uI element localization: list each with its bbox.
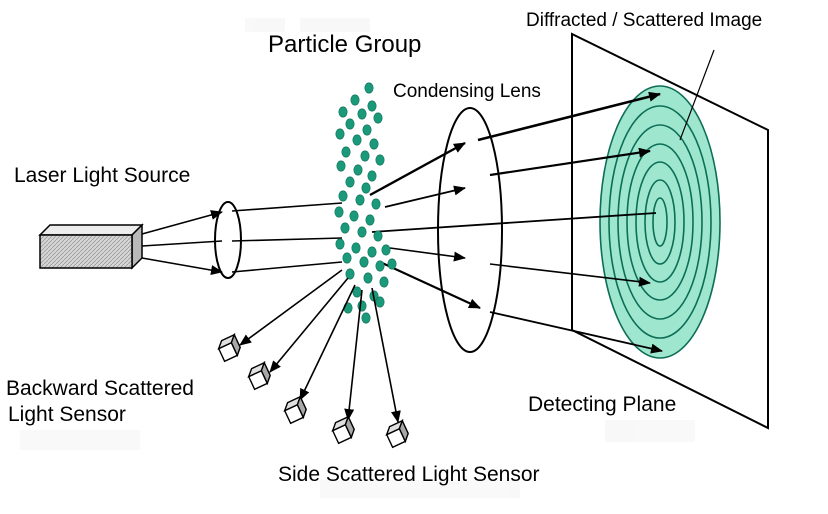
particle: [381, 244, 391, 256]
particle: [365, 214, 375, 226]
particle: [352, 134, 362, 146]
backward-sensor-cube-icon: [247, 360, 271, 391]
particle: [342, 252, 352, 264]
forward-scattered-rays: [369, 91, 663, 354]
particle: [357, 108, 367, 120]
particle: [364, 82, 374, 94]
laser-source-box-icon: [38, 223, 144, 270]
particle: [345, 268, 355, 280]
laser-source-label: Laser Light Source: [14, 164, 190, 187]
particle: [375, 260, 385, 272]
particle: [338, 190, 348, 202]
particle: [341, 146, 351, 158]
diffracted-image-label: Diffracted / Scattered Image: [526, 10, 762, 31]
detecting-plane-label: Detecting Plane: [528, 393, 676, 416]
particle: [367, 100, 377, 112]
condensing-lens-label: Condensing Lens: [393, 81, 541, 102]
particle: [350, 94, 360, 106]
backward-sensor-cube-icon: [217, 332, 241, 363]
backward-sensor-label-line2: Light Sensor: [8, 403, 126, 426]
particle: [355, 194, 365, 206]
background-artifacts: [20, 18, 695, 498]
side-sensor-cube-icon: [331, 414, 355, 445]
side-sensor-cube-icon: [283, 394, 307, 425]
side-sensor-label: Side Scattered Light Sensor: [278, 463, 540, 486]
particle: [361, 312, 371, 324]
particle: [351, 242, 361, 254]
particle: [361, 182, 371, 194]
condensing-lens: [437, 107, 503, 353]
particle: [379, 276, 389, 288]
particle-group: [334, 82, 397, 324]
particle: [353, 164, 363, 176]
particle: [369, 138, 379, 150]
diffraction-rings: [599, 85, 721, 359]
particle: [367, 246, 377, 258]
particle: [338, 106, 348, 118]
particle: [363, 272, 373, 284]
particle: [387, 258, 397, 270]
sensor-group: [217, 332, 409, 449]
particle: [360, 150, 370, 162]
backward-sensor-label-line1: Backward Scattered: [6, 377, 194, 400]
particle: [362, 124, 372, 136]
particle: [357, 226, 367, 238]
incident-rays: [141, 202, 343, 276]
particle-group-label: Particle Group: [268, 31, 421, 58]
particle: [367, 170, 377, 182]
particle: [349, 210, 359, 222]
particle: [335, 128, 345, 140]
particle: [373, 112, 383, 124]
particle: [334, 206, 344, 218]
particle: [357, 300, 367, 312]
particle: [375, 296, 385, 308]
particle: [340, 222, 350, 234]
side-scattered-rays: [239, 269, 401, 423]
particle: [336, 160, 346, 172]
particle: [335, 238, 345, 250]
particle: [373, 230, 383, 242]
particle: [345, 118, 355, 130]
diffracted-image-leader: [679, 49, 715, 141]
particle: [375, 154, 385, 166]
particle: [371, 198, 381, 210]
side-sensor-cube-icon: [385, 418, 409, 449]
particle: [345, 176, 355, 188]
particle: [359, 256, 369, 268]
